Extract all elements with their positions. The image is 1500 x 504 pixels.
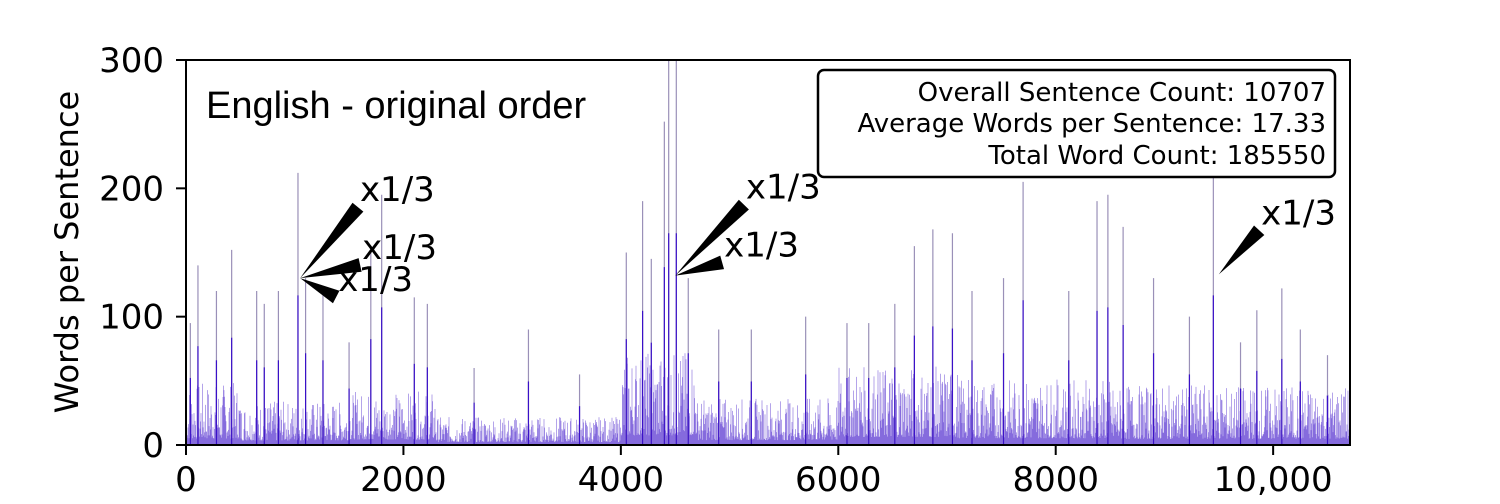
x-tick-label: 4000 — [578, 460, 665, 500]
stats-total-words: Total Word Count: 185550 — [987, 141, 1326, 171]
plot-frame — [185, 59, 1351, 446]
y-tick-label: 300 — [99, 41, 164, 81]
x-tick-label: 0 — [175, 460, 197, 500]
stats-box — [816, 68, 1337, 179]
annotation-wedge — [300, 258, 362, 279]
annotation-label: x1/3 — [1261, 193, 1336, 233]
annotation-label: x1/3 — [338, 260, 413, 300]
annotation-wedge — [300, 278, 340, 304]
x-tick-label: 6000 — [795, 460, 882, 500]
annotation-wedge — [675, 199, 749, 276]
x-tick-label: 2000 — [360, 460, 447, 500]
y-axis-label: Words per Sentence — [48, 91, 86, 414]
bars-layer — [185, 60, 1350, 445]
annotation-label: x1/3 — [362, 228, 437, 268]
chart-title: English - original order — [206, 85, 587, 127]
y-axis: 0 100 200 300 — [99, 41, 186, 466]
annotation-wedge — [675, 255, 725, 276]
annotation-wedge — [1218, 225, 1265, 275]
x-tick-label: 10,000 — [1214, 460, 1333, 500]
x-tick-label: 8000 — [1012, 460, 1099, 500]
y-tick-label: 100 — [99, 298, 164, 338]
annotations-layer: x1/3x1/3x1/3x1/3x1/3x1/3 — [300, 168, 1336, 304]
stats-sentence-count: Overall Sentence Count: 10707 — [918, 78, 1326, 108]
annotation-label: x1/3 — [746, 168, 821, 208]
annotation-wedge — [300, 202, 364, 279]
y-tick-label: 0 — [142, 426, 164, 466]
y-tick-label: 200 — [99, 169, 164, 209]
x-axis: 0 2000 4000 6000 8000 10,000 — [175, 445, 1333, 500]
annotation-label: x1/3 — [724, 225, 799, 265]
stats-average-words: Average Words per Sentence: 17.33 — [857, 109, 1326, 139]
annotation-label: x1/3 — [360, 170, 435, 210]
